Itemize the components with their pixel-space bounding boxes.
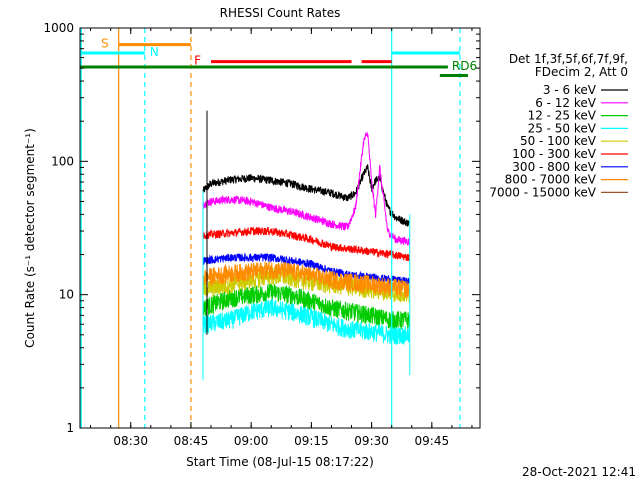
x-tick-label-3: 09:15 xyxy=(294,434,329,448)
x-tick-label-5: 09:45 xyxy=(415,434,450,448)
flag-label-3: F xyxy=(194,54,201,68)
series-line-0 xyxy=(202,164,411,227)
plot-area: S N F RD6 xyxy=(80,28,477,428)
x-tick-label-2: 09:00 xyxy=(234,434,269,448)
series-line-2 xyxy=(202,283,411,330)
legend-header-0: Det 1f,3f,5f,6f,7f,9f, xyxy=(509,52,628,66)
chart-title: RHESSI Count Rates xyxy=(220,6,341,20)
x-tick-label-4: 09:30 xyxy=(354,434,389,448)
x-axis: 08:30 08:45 09:00 09:15 09:30 09:45 xyxy=(90,28,473,448)
legend-label-4: 50 - 100 keV xyxy=(520,134,597,148)
flag-label-0: S xyxy=(101,37,109,51)
legend-label-6: 300 - 800 keV xyxy=(512,160,596,174)
y-tick-label-1: 10 xyxy=(59,288,74,302)
legend-header-1: FDecim 2, Att 0 xyxy=(535,65,628,79)
legend-label-5: 100 - 300 keV xyxy=(512,147,596,161)
flag-label-1: N xyxy=(150,45,159,59)
y-tick-label-2: 100 xyxy=(51,154,74,168)
legend-label-8: 7000 - 15000 keV xyxy=(489,185,596,199)
flag-label-5: RD6 xyxy=(452,59,477,73)
plot-frame xyxy=(79,27,481,429)
legend: Det 1f,3f,5f,6f,7f,9f,FDecim 2, Att 0 3 -… xyxy=(489,52,628,199)
legend-label-2: 12 - 25 keV xyxy=(528,109,597,123)
x-tick-label-0: 08:30 xyxy=(113,434,148,448)
footer-date: 28-Oct-2021 12:41 xyxy=(522,465,636,479)
series-line-3 xyxy=(202,298,411,345)
y-axis: 1 10 100 1000 xyxy=(43,21,480,435)
series-line-6 xyxy=(202,252,411,286)
y-axis-label: Count Rate (s⁻¹ detector segment⁻¹) xyxy=(23,128,37,348)
legend-label-1: 6 - 12 keV xyxy=(535,96,597,110)
x-axis-label: Start Time (08-Jul-15 08:17:22) xyxy=(186,455,374,469)
x-tick-label-1: 08:45 xyxy=(174,434,209,448)
y-tick-label-0: 1 xyxy=(66,421,74,435)
series-line-7 xyxy=(202,261,411,299)
series-line-5 xyxy=(202,226,411,261)
series-line-1 xyxy=(202,131,411,247)
y-tick-label-3: 1000 xyxy=(43,21,74,35)
legend-label-0: 3 - 6 keV xyxy=(543,83,597,97)
legend-label-7: 800 - 7000 keV xyxy=(505,173,597,187)
legend-label-3: 25 - 50 keV xyxy=(528,121,597,135)
